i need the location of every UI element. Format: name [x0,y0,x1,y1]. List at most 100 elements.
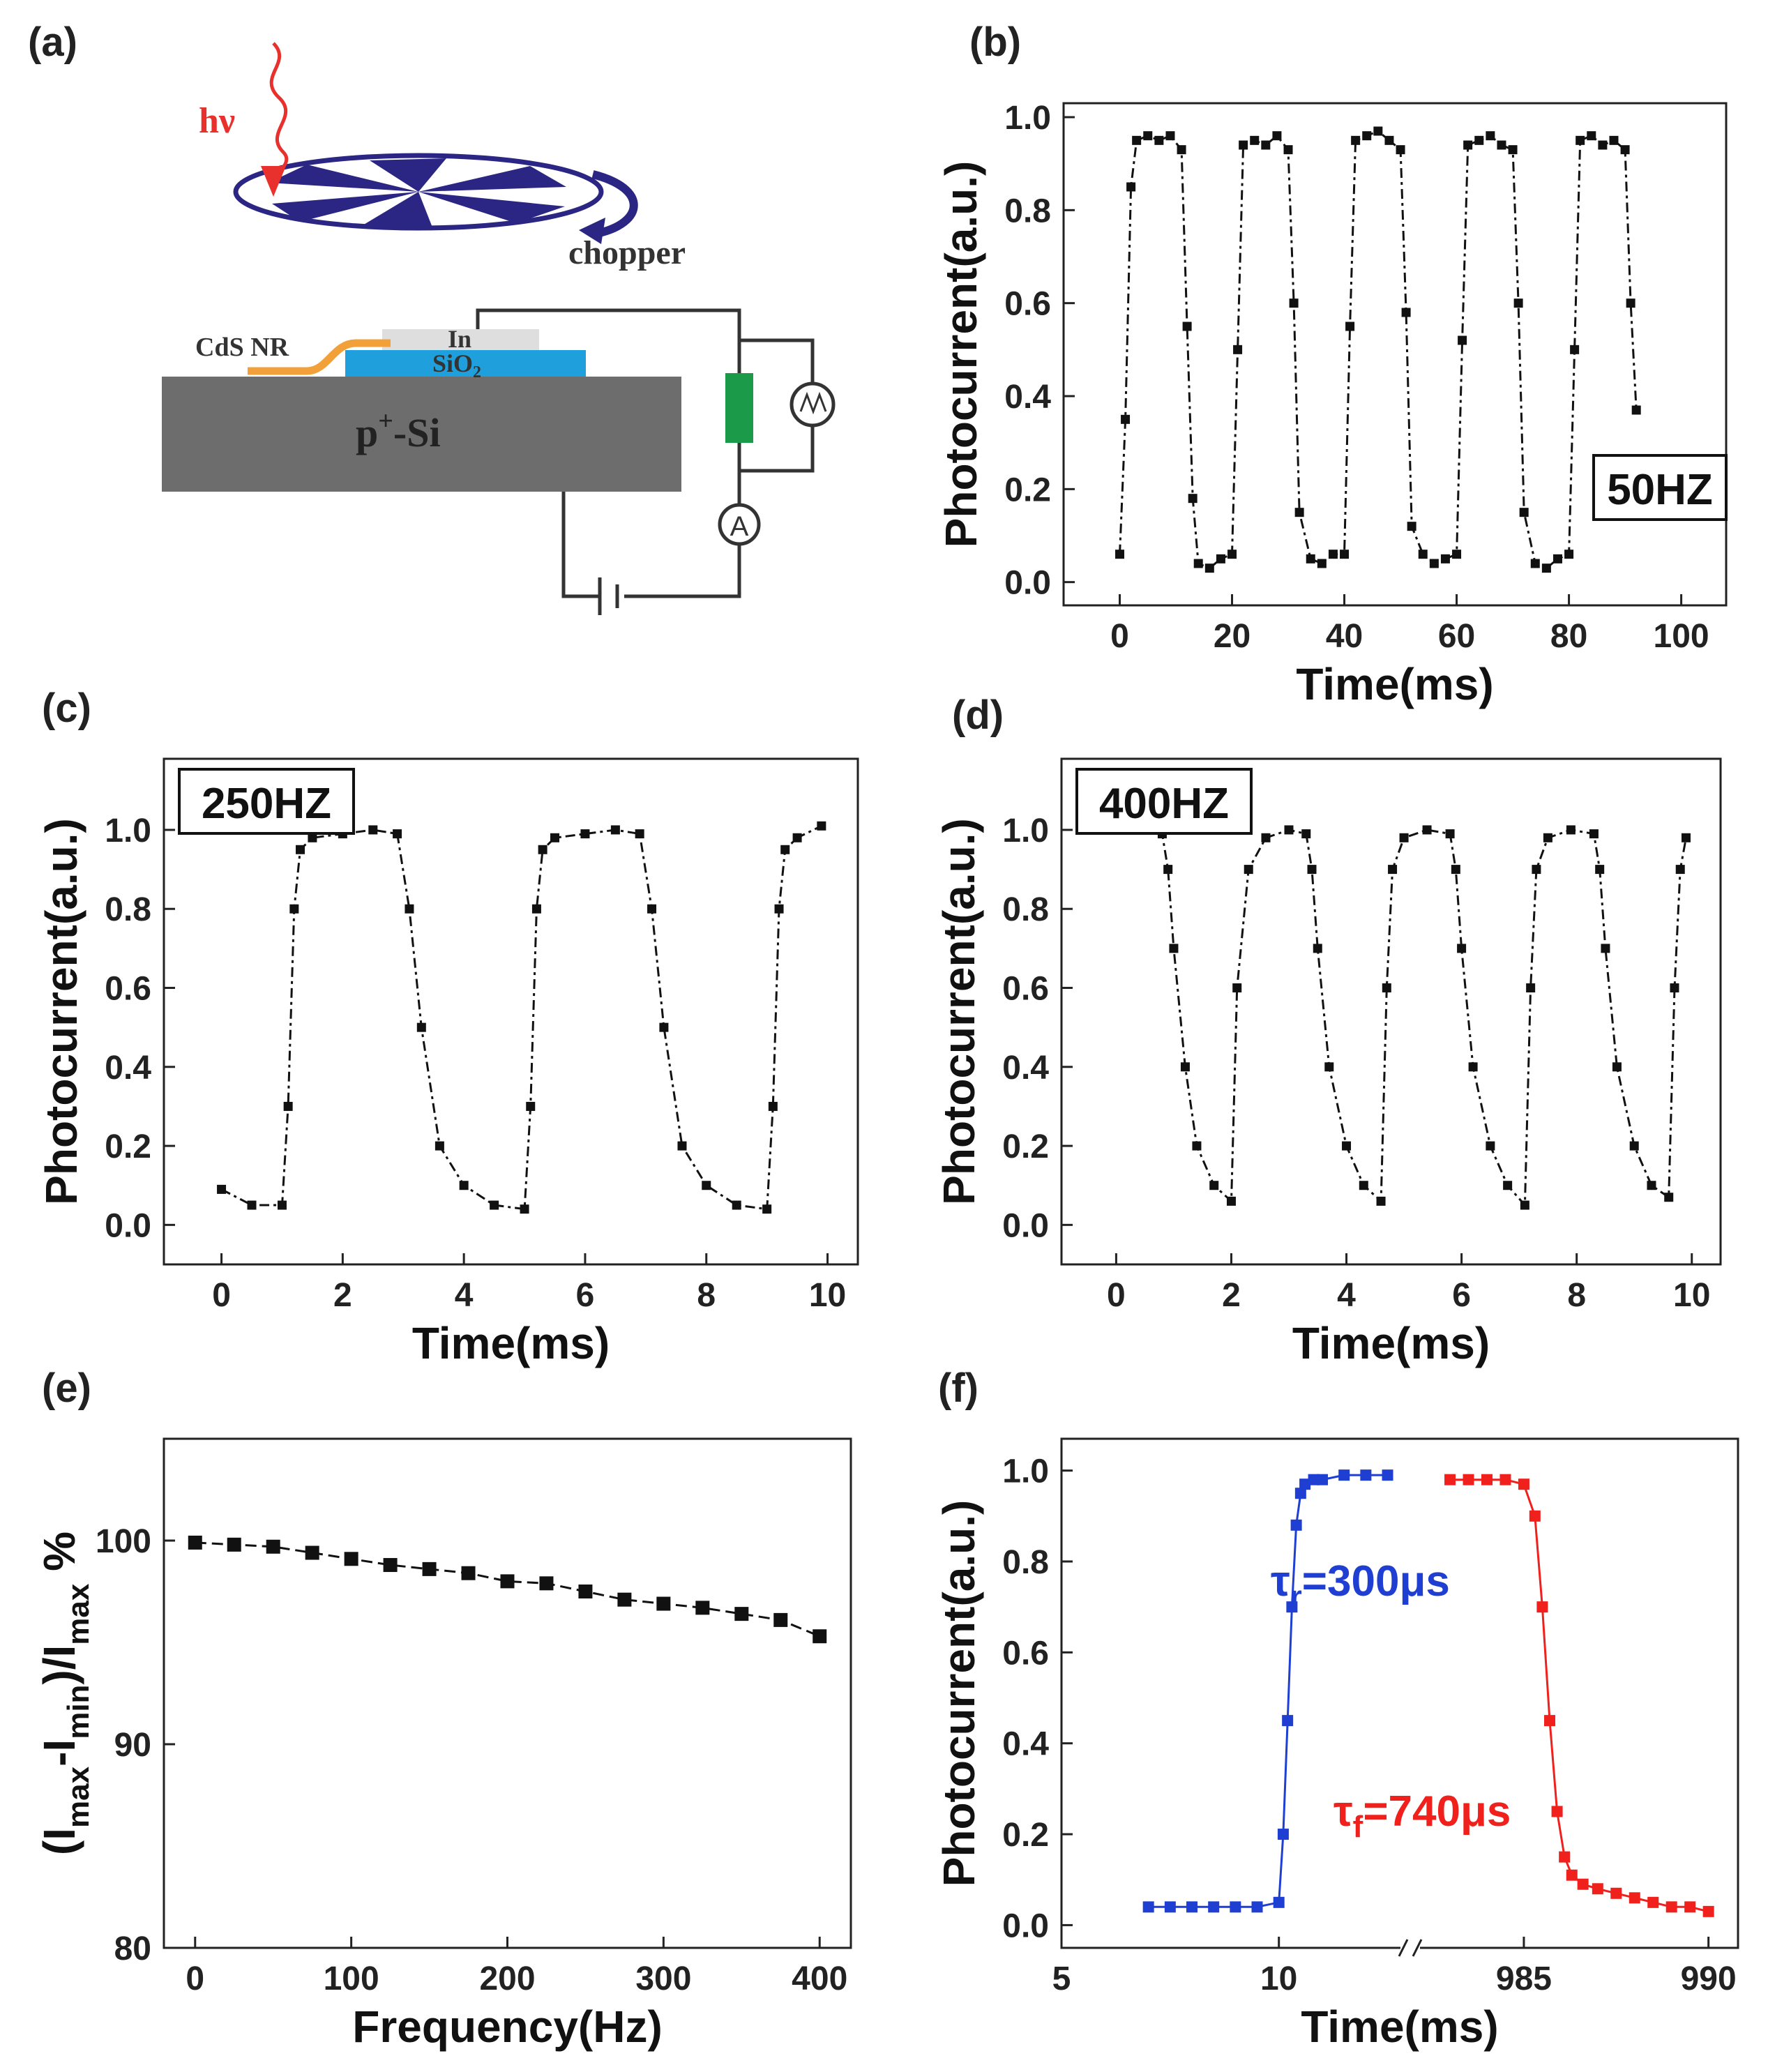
y-axis-label-part: (I [34,1828,84,1855]
rise-time-annotation: τr=300μs [1271,1557,1450,1614]
data-point [1338,1469,1350,1481]
chart-d: 0.0 0.2 0.4 0.6 0.8 1.0 0 2 4 6 8 10 Time(ms) Photocu… [934,757,1722,1368]
data-point [1342,1141,1352,1151]
data-point [768,1101,778,1111]
data-point [1294,508,1304,517]
data-point [1587,131,1596,141]
y-tick-label: 0.6 [105,971,151,1008]
data-point [1520,1200,1529,1210]
data-point [1317,1474,1329,1485]
data-point [1273,1896,1285,1908]
panel-label-f: (f) [938,1366,979,1411]
data-point [1529,1510,1541,1522]
x-tick-label: 200 [479,1960,535,1997]
data-point [1164,1901,1176,1913]
data-point [305,1545,319,1560]
data-point [1407,522,1416,531]
data-point [550,833,560,842]
y-tick-label: 1.0 [105,812,151,849]
chart-b: 0.0 0.2 0.4 0.6 0.8 1.0 0 20 40 60 80 100 Time(ms) Ph… [936,100,1728,709]
data-point [539,1576,554,1591]
data-point [1670,983,1679,993]
y-axis-label-part: max [61,1583,96,1645]
chopper-label: chopper [568,234,686,271]
data-point [1576,135,1585,145]
x-tick-label: 0 [212,1277,231,1314]
y-tick-label: 0.4 [1004,379,1051,416]
y-axis-label-part: )/I [34,1645,84,1685]
panel-label-e: (e) [42,1366,91,1411]
data-point [500,1574,515,1589]
data-point [1458,335,1467,345]
data-point [383,1558,398,1573]
data-point [1647,1896,1659,1908]
data-point [308,833,317,842]
data-point [1543,833,1552,842]
data-point [1282,1715,1294,1727]
data-point [1526,983,1536,993]
data-point [1345,322,1355,331]
x-tick-label: 990 [1681,1960,1737,1997]
data-point [227,1537,241,1552]
data-point [247,1200,257,1210]
data-point [490,1200,499,1210]
data-point [1362,131,1372,141]
y-tick-label: 0.2 [1002,1128,1049,1165]
plot-frame [1062,102,1728,607]
data-point [1457,944,1467,953]
data-point [1544,1715,1555,1727]
data-point [1313,944,1322,953]
chopper-wheel [233,153,638,244]
data-point [1180,1062,1190,1072]
axis-break-mark [1398,1939,1409,1957]
y-axis-label-part: max [61,1766,96,1828]
data-point [1452,550,1462,559]
data-point [1665,1901,1677,1913]
y-tick-label: 80 [114,1930,151,1967]
x-tick-label: 300 [635,1960,691,1997]
series-line [1148,1474,1388,1908]
y-tick-label: 0.6 [1004,286,1051,323]
y-tick-label: 0.0 [1004,565,1051,602]
data-point [1577,1878,1589,1890]
y-tick-label: 0.8 [1002,1544,1049,1581]
data-point [1306,554,1315,564]
fall-time-annotation: τf=740μs [1333,1787,1511,1844]
circuit-wires [476,308,815,615]
series-line [220,824,822,1211]
data-point [1382,983,1391,993]
data-point [1232,983,1242,993]
series-line [1119,130,1638,570]
data-point [526,1101,536,1111]
y-tick-label: 1.0 [1002,812,1049,849]
data-point [1468,1062,1478,1072]
data-point [635,829,644,839]
data-point [1233,345,1243,354]
data-point [531,904,541,914]
data-point [656,1596,671,1611]
y-tick-label: 1.0 [1004,100,1051,137]
plot-frame [163,757,859,1266]
data-point [1664,1193,1674,1202]
x-axis-label: Time(ms) [1301,2002,1498,2052]
data-point [1307,865,1317,875]
chart-c: 0.0 0.2 0.4 0.6 0.8 1.0 0 2 4 6 8 10 Time(ms) Photocu… [36,757,859,1368]
data-point [695,1601,710,1615]
device-schematic: hν chopper p+-Si In SiO2 CdS NR A [162,42,836,615]
data-point [1566,825,1576,835]
data-point [1388,865,1398,875]
y-tick-label: 0.4 [1002,1726,1049,1763]
in-electrode [382,329,539,350]
data-point [1294,1488,1306,1499]
x-tick-label: 80 [1550,618,1587,655]
data-point [617,1592,632,1607]
panel-label-b: (b) [969,20,1021,65]
x-tick-label: 0 [186,1960,204,1997]
data-point [1629,1892,1640,1904]
y-tick-label: 0.0 [1002,1207,1049,1244]
data-point [1647,1181,1656,1190]
x-tick-label: 400 [792,1960,847,1997]
data-point [1182,322,1192,331]
data-point [1684,1901,1696,1913]
data-point [217,1184,227,1194]
